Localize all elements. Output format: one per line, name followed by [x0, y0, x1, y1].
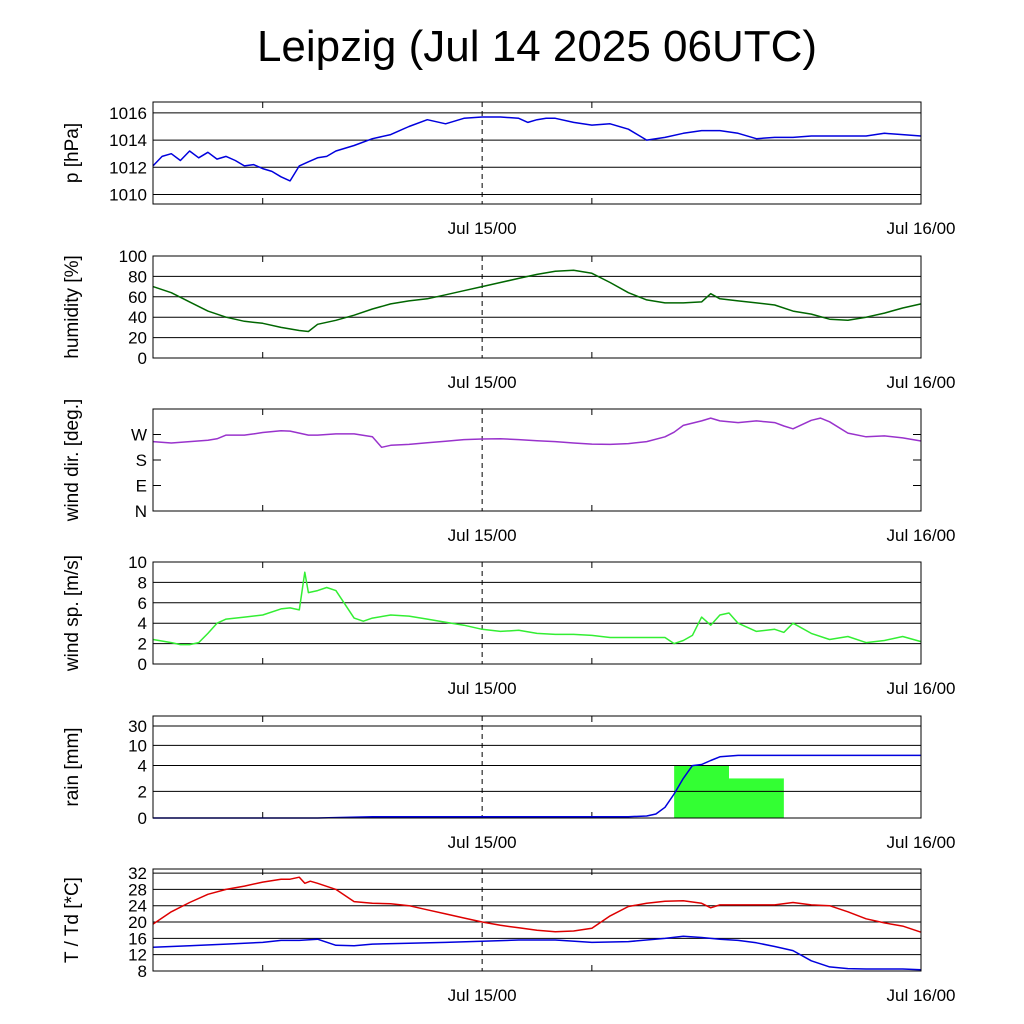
y-tick-label: 10 [128, 736, 147, 755]
temperature-series-1 [152, 935, 922, 971]
y-tick-label: N [135, 502, 147, 521]
y-tick-label: 40 [128, 308, 147, 327]
wind-speed-series-0 [152, 571, 922, 646]
x-tick-label: Jul 15/00 [448, 219, 517, 238]
y-tick-label: S [136, 451, 147, 470]
x-tick-label: Jul 15/00 [448, 373, 517, 392]
wind-direction-series-0 [152, 417, 922, 449]
y-tick-label: 1016 [109, 104, 147, 123]
x-tick-label: Jul 15/00 [448, 679, 517, 698]
y-tick-label: 8 [138, 573, 147, 592]
y-axis-title: p [hPa] [62, 123, 83, 183]
x-tick-label: Jul 15/00 [448, 526, 517, 545]
panel-wind-speed: 02 46 810 Jul 15/00 Jul 16/00 wind sp. [m/s] [62, 553, 956, 698]
y-tick-label: 24 [128, 897, 147, 916]
x-tick-label: Jul 16/00 [887, 373, 956, 392]
y-tick-label: 4 [138, 757, 147, 776]
plot-frame [152, 561, 922, 665]
y-tick-label: 0 [138, 655, 147, 674]
y-tick-label: E [136, 477, 147, 496]
y-axis-title: wind dir. [deg.] [62, 399, 83, 523]
plot-frame [152, 408, 922, 512]
plot-frame [152, 715, 922, 819]
y-tick-label: 0 [138, 349, 147, 368]
y-tick-label: 2 [138, 635, 147, 654]
y-tick-label: 12 [128, 946, 147, 965]
y-tick-label: 1014 [109, 131, 147, 150]
y-axis-title: humidity [%] [62, 255, 83, 358]
x-tick-label: Jul 15/00 [448, 833, 517, 852]
panel-pressure: 1010 1012 1014 1016 Jul 15/00 Jul 16/00 p [hPa… [62, 101, 956, 238]
x-tick-label: Jul 16/00 [887, 526, 956, 545]
x-tick-label: Jul 16/00 [887, 679, 956, 698]
y-tick-label: 16 [128, 929, 147, 948]
y-tick-label: 1012 [109, 158, 147, 177]
x-tick-label: Jul 16/00 [887, 986, 956, 1005]
y-axis-title: wind sp. [m/s] [62, 555, 83, 672]
temperature-series-0 [152, 876, 922, 933]
y-tick-label: 0 [138, 809, 147, 828]
chart-title: Leipzig (Jul 14 2025 06UTC) [256, 22, 818, 71]
y-tick-label: 20 [128, 329, 147, 348]
y-tick-label: 8 [138, 962, 147, 981]
plot-frame [152, 101, 922, 205]
y-tick-label: 10 [128, 553, 147, 572]
y-axis-title: rain [mm] [62, 727, 83, 806]
y-tick-label: 20 [128, 913, 147, 932]
y-tick-label: 6 [138, 594, 147, 613]
y-tick-label: 28 [128, 880, 147, 899]
y-tick-label: 60 [128, 288, 147, 307]
y-tick-label: W [131, 426, 147, 445]
y-tick-label: 100 [119, 247, 147, 266]
rain-series-0 [153, 754, 921, 819]
rain-bar-1 [729, 778, 784, 818]
y-tick-label: 4 [138, 614, 147, 633]
x-tick-label: Jul 16/00 [887, 219, 956, 238]
y-tick-label: 30 [128, 717, 147, 736]
y-tick-label: 2 [138, 782, 147, 801]
y-tick-label: 80 [128, 267, 147, 286]
y-axis-title: T / Td [*C] [62, 877, 83, 963]
y-tick-label: 32 [128, 864, 147, 883]
humidity-series-0 [152, 269, 922, 333]
x-tick-label: Jul 15/00 [448, 986, 517, 1005]
y-tick-label: 1010 [109, 185, 147, 204]
plot-frame [152, 255, 922, 359]
x-tick-label: Jul 16/00 [887, 833, 956, 852]
plot-frame [152, 868, 922, 972]
pressure-series-0 [152, 116, 922, 182]
